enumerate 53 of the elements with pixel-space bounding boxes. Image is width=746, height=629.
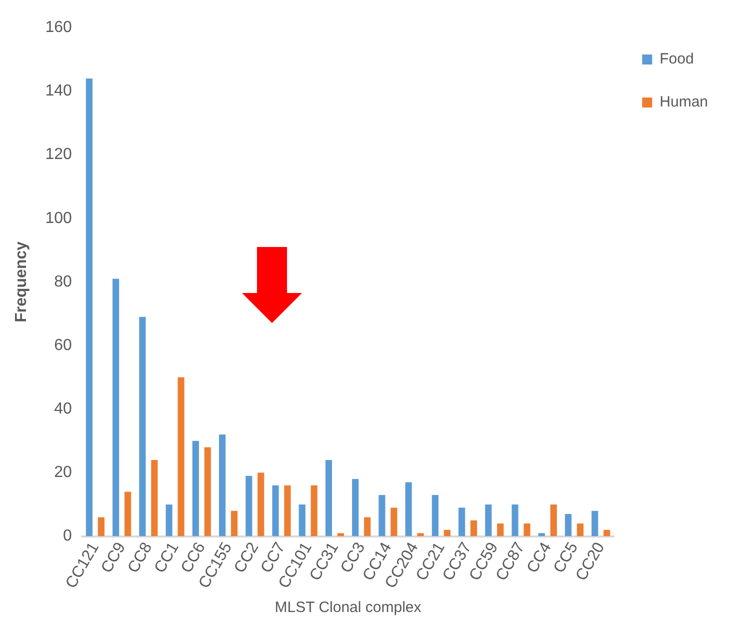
bar <box>112 278 120 536</box>
bar <box>458 508 466 536</box>
y-tick-label: 0 <box>62 528 72 545</box>
y-tick-label: 60 <box>54 336 72 354</box>
bar <box>352 479 359 536</box>
bar <box>86 78 93 536</box>
bar <box>512 504 518 536</box>
y-tick-label: 40 <box>54 400 72 418</box>
bar <box>550 504 557 536</box>
bar <box>310 485 318 536</box>
bar <box>405 482 412 536</box>
x-axis-title: MLST Clonal complex <box>274 599 422 616</box>
y-tick-label: 120 <box>45 146 72 164</box>
bar <box>258 472 264 536</box>
bar <box>298 504 306 536</box>
bar <box>218 434 226 536</box>
bar <box>178 377 184 536</box>
bar <box>230 510 238 536</box>
y-tick-label: 20 <box>54 464 72 482</box>
bar <box>470 520 478 536</box>
bar <box>272 485 279 536</box>
bar <box>390 508 398 536</box>
bar <box>497 524 504 536</box>
bar <box>284 485 291 536</box>
bar <box>576 524 584 536</box>
y-tick-label: 140 <box>45 82 72 100</box>
bar <box>432 494 438 536</box>
bar <box>485 504 492 536</box>
legend-label: Human <box>660 94 708 111</box>
y-tick-label: 80 <box>54 273 72 290</box>
bar <box>364 517 371 536</box>
bar <box>444 530 450 536</box>
bar <box>564 514 572 536</box>
bar <box>337 533 344 536</box>
bar <box>378 494 386 536</box>
y-tick-label: 160 <box>45 19 72 36</box>
bar <box>166 504 172 536</box>
y-tick-label: 100 <box>45 210 72 227</box>
bar <box>417 533 424 536</box>
bar <box>192 440 199 536</box>
bar <box>325 460 332 536</box>
bar <box>98 517 104 536</box>
y-axis-title: Frequency <box>13 241 30 322</box>
bar <box>151 460 158 536</box>
bar <box>246 476 252 536</box>
bar <box>538 533 545 536</box>
legend-label: Food <box>660 50 694 68</box>
bar <box>524 524 530 536</box>
bar <box>139 316 146 536</box>
bar <box>204 447 211 536</box>
bar <box>604 530 610 536</box>
bar <box>592 510 598 536</box>
bar <box>124 492 132 536</box>
